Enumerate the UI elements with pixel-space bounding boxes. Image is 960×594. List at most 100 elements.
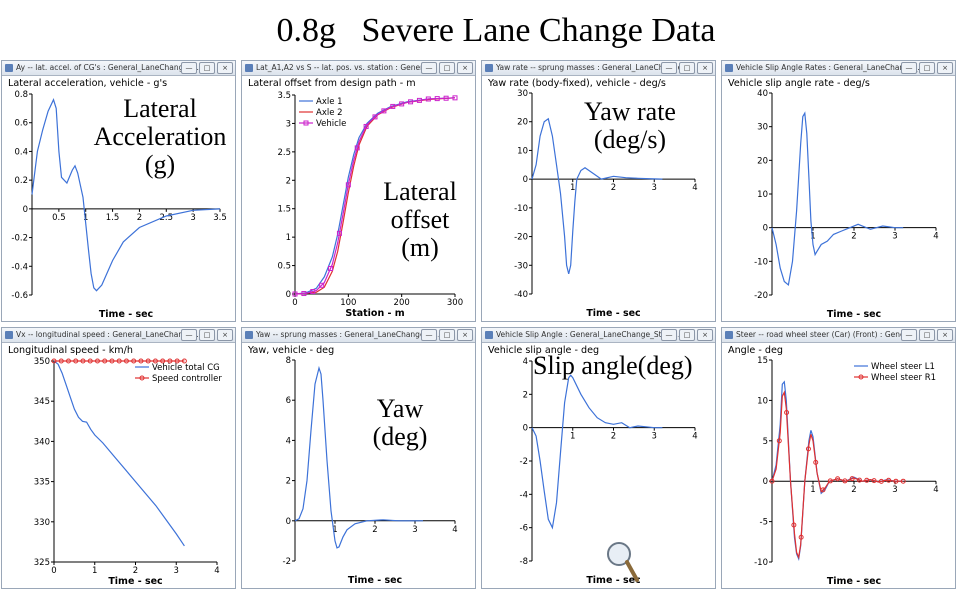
data-point xyxy=(776,438,782,444)
legend-label: Axle 1 xyxy=(316,97,343,107)
close-button[interactable]: × xyxy=(937,329,953,341)
plot-area: -2 0 2 4 6 8 1 2 3 4 Time - sec xyxy=(283,356,458,586)
x-tick-label: 3 xyxy=(652,183,657,193)
window-titlebar[interactable]: Yaw rate -- sprung masses : General_Lane… xyxy=(482,61,715,76)
x-tick-label: 2 xyxy=(133,566,138,576)
chart-window-lateral-acceleration[interactable]: Ay -- lat. accel. of CG's : General_Lane… xyxy=(1,60,236,322)
y-tick-label: 0 xyxy=(763,477,768,487)
minimize-button[interactable]: — xyxy=(421,329,437,341)
data-point xyxy=(174,358,180,364)
plot-area: 325 330 335 340 345 350 0 1 2 3 4 Time - sec Vehicle… xyxy=(34,357,223,587)
chart-window-slip-angle[interactable]: Vehicle Slip Angle : General_LaneChange_… xyxy=(481,327,716,589)
chart-window-wheel-steer[interactable]: Steer -- road wheel steer (Car) (Front) … xyxy=(721,327,956,589)
maximize-button[interactable]: □ xyxy=(199,329,215,341)
minimize-button[interactable]: — xyxy=(661,329,677,341)
data-point xyxy=(878,478,884,484)
window-titlebar[interactable]: Vehicle Slip Angle : General_LaneChange_… xyxy=(482,328,715,343)
y-tick-label: 335 xyxy=(34,478,50,488)
x-axis-label: Time - sec xyxy=(827,576,881,587)
window-titlebar[interactable]: Yaw -- sprung masses : General_LaneChang… xyxy=(242,328,475,343)
data-point xyxy=(328,265,334,271)
window-titlebar[interactable]: Lat_A1,A2 vs S -- lat. pos. vs. station … xyxy=(242,61,475,76)
data-point xyxy=(131,358,137,364)
data-point xyxy=(443,95,449,101)
x-tick-label: 4 xyxy=(452,525,457,535)
app-icon xyxy=(485,331,493,339)
maximize-button[interactable]: □ xyxy=(199,62,215,74)
close-button[interactable]: × xyxy=(457,329,473,341)
y-tick-label: 6 xyxy=(286,396,291,406)
x-tick-label: 4 xyxy=(692,432,697,442)
minimize-button[interactable]: — xyxy=(421,62,437,74)
close-button[interactable]: × xyxy=(217,62,233,74)
y-tick-label: 0 xyxy=(23,205,28,215)
annotation-yaw-rate: Yaw rate (deg/s) xyxy=(584,97,676,154)
data-point xyxy=(58,358,64,364)
data-point xyxy=(416,97,422,103)
data-point xyxy=(145,358,151,364)
chart-window-slip-angle-rate[interactable]: Vehicle Slip Angle Rates : General_LaneC… xyxy=(721,60,956,322)
x-tick-label: 0 xyxy=(292,298,297,308)
series-line xyxy=(53,360,185,547)
window-title: Steer -- road wheel steer (Car) (Front) … xyxy=(736,330,915,339)
plot-area: -20 -10 0 10 20 30 40 1 2 3 4 Time - sec xyxy=(754,89,939,320)
window-titlebar[interactable]: Ay -- lat. accel. of CG's : General_Lane… xyxy=(2,61,235,76)
y-tick-label: 325 xyxy=(34,558,50,568)
maximize-button[interactable]: □ xyxy=(439,329,455,341)
legend-label: Wheel steer L1 xyxy=(871,362,935,372)
legend-label: Vehicle xyxy=(316,119,346,129)
plot-area: -8 -6 -4 -2 0 2 4 1 2 3 4 Time - sec xyxy=(520,357,698,586)
y-tick-label: 0 xyxy=(523,424,528,434)
data-point xyxy=(434,96,440,102)
y-tick-label: -20 xyxy=(514,233,528,243)
close-button[interactable]: × xyxy=(697,329,713,341)
x-tick-label: 3 xyxy=(412,525,417,535)
minimize-button[interactable]: — xyxy=(901,329,917,341)
data-point xyxy=(452,95,458,101)
maximize-button[interactable]: □ xyxy=(439,62,455,74)
close-button[interactable]: × xyxy=(457,62,473,74)
legend-label: Wheel steer R1 xyxy=(871,373,936,383)
x-tick-label: 2 xyxy=(611,432,616,442)
data-point xyxy=(798,534,804,540)
magnifier-icon[interactable] xyxy=(604,540,640,584)
maximize-button[interactable]: □ xyxy=(679,329,695,341)
window-titlebar[interactable]: Vx -- longitudinal speed : General_LaneC… xyxy=(2,328,235,343)
maximize-button[interactable]: □ xyxy=(919,62,935,74)
close-button[interactable]: × xyxy=(937,62,953,74)
x-tick-label: 2 xyxy=(137,213,142,223)
minimize-button[interactable]: — xyxy=(181,329,197,341)
chart-window-lateral-offset[interactable]: Lat_A1,A2 vs S -- lat. pos. vs. station … xyxy=(241,60,476,322)
y-tick-label: 4 xyxy=(523,357,528,367)
data-point xyxy=(310,289,316,295)
chart-window-longitudinal-speed[interactable]: Vx -- longitudinal speed : General_LaneC… xyxy=(1,327,236,589)
data-point xyxy=(805,446,811,452)
x-axis-label: Time - sec xyxy=(108,576,162,587)
data-point xyxy=(109,358,115,364)
window-titlebar[interactable]: Steer -- road wheel steer (Car) (Front) … xyxy=(722,328,955,343)
window-titlebar[interactable]: Vehicle Slip Angle Rates : General_LaneC… xyxy=(722,61,955,76)
series-line xyxy=(31,98,221,292)
minimize-button[interactable]: — xyxy=(661,62,677,74)
minimize-button[interactable]: — xyxy=(181,62,197,74)
annotation-slip-angle: Slip angle(deg) xyxy=(533,351,693,380)
plot-title: Angle - deg xyxy=(728,345,783,356)
x-tick-label: 1 xyxy=(570,432,575,442)
maximize-button[interactable]: □ xyxy=(679,62,695,74)
data-point xyxy=(354,145,360,151)
maximize-button[interactable]: □ xyxy=(919,329,935,341)
y-tick-label: 4 xyxy=(286,436,291,446)
data-point xyxy=(301,291,307,297)
x-tick-label: 100 xyxy=(340,298,356,308)
chart-window-yaw-rate[interactable]: Yaw rate -- sprung masses : General_Lane… xyxy=(481,60,716,322)
chart-window-yaw[interactable]: Yaw -- sprung masses : General_LaneChang… xyxy=(241,327,476,589)
x-tick-label: 3 xyxy=(892,232,897,242)
plot-title: Longitudinal speed - km/h xyxy=(8,345,133,356)
series-line xyxy=(531,374,663,530)
close-button[interactable]: × xyxy=(697,62,713,74)
x-tick-label: 4 xyxy=(933,232,938,242)
minimize-button[interactable]: — xyxy=(901,62,917,74)
close-button[interactable]: × xyxy=(217,329,233,341)
data-point xyxy=(900,478,906,484)
plot-title: Lateral acceleration, vehicle - g's xyxy=(8,78,168,89)
